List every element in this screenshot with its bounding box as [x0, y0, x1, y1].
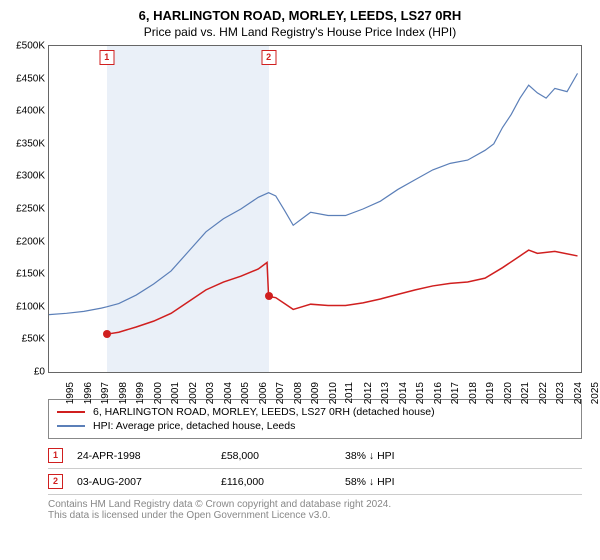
x-tick-label: 2022: [537, 382, 548, 404]
sale-marker-dot: [265, 292, 273, 300]
page-subtitle: Price paid vs. HM Land Registry's House …: [0, 23, 600, 45]
x-tick-label: 2000: [152, 382, 163, 404]
sales-table: 1 24-APR-1998 £58,000 38% ↓ HPI 2 03-AUG-2007…: [48, 443, 582, 495]
x-tick-label: 1997: [100, 382, 111, 404]
sale-row: 2 03-AUG-2007 £116,000 58% ↓ HPI: [48, 469, 582, 495]
x-tick-label: 2005: [240, 382, 251, 404]
sale-date: 03-AUG-2007: [77, 476, 207, 488]
y-tick-label: £50K: [1, 334, 45, 345]
sale-price: £116,000: [221, 476, 331, 488]
sale-marker-label: 1: [99, 50, 114, 65]
x-tick-label: 2012: [362, 382, 373, 404]
y-tick-label: £100K: [1, 301, 45, 312]
chart: £0£50K£100K£150K£200K£250K£300K£350K£400…: [48, 45, 582, 391]
x-tick-label: 2002: [187, 382, 198, 404]
sale-row: 1 24-APR-1998 £58,000 38% ↓ HPI: [48, 443, 582, 469]
x-tick-label: 2003: [205, 382, 216, 404]
x-tick-label: 2018: [467, 382, 478, 404]
x-tick-label: 2023: [555, 382, 566, 404]
series-line: [107, 250, 578, 334]
legend-swatch: [57, 425, 85, 427]
x-tick-label: 2011: [344, 382, 355, 404]
y-tick-label: £350K: [1, 138, 45, 149]
x-tick-label: 2025: [590, 382, 600, 404]
footer: Contains HM Land Registry data © Crown c…: [48, 499, 582, 521]
y-tick-label: £250K: [1, 204, 45, 215]
sale-pct: 58% ↓ HPI: [345, 476, 455, 488]
x-tick-label: 2019: [485, 382, 496, 404]
x-tick-label: 2010: [327, 382, 338, 404]
x-tick-label: 2004: [222, 382, 233, 404]
sale-row-marker: 2: [48, 474, 63, 489]
x-tick-label: 2016: [432, 382, 443, 404]
x-tick-label: 2015: [415, 382, 426, 404]
x-tick-label: 2020: [502, 382, 513, 404]
x-tick-label: 1995: [65, 382, 76, 404]
series-line: [49, 73, 578, 314]
x-tick-label: 2014: [397, 382, 408, 404]
sale-row-marker: 1: [48, 448, 63, 463]
y-tick-label: £0: [1, 367, 45, 378]
legend-label: HPI: Average price, detached house, Leed…: [93, 420, 295, 432]
legend-label: 6, HARLINGTON ROAD, MORLEY, LEEDS, LS27 …: [93, 406, 435, 418]
x-tick-label: 2009: [310, 382, 321, 404]
x-tick-label: 2007: [275, 382, 286, 404]
y-tick-label: £300K: [1, 171, 45, 182]
legend-row: 6, HARLINGTON ROAD, MORLEY, LEEDS, LS27 …: [57, 405, 573, 419]
x-tick-label: 2001: [170, 382, 181, 404]
x-tick-label: 2024: [572, 382, 583, 404]
footer-line-1: Contains HM Land Registry data © Crown c…: [48, 499, 582, 510]
x-tick-label: 1998: [117, 382, 128, 404]
footer-line-2: This data is licensed under the Open Gov…: [48, 510, 582, 521]
x-tick-label: 2017: [450, 382, 461, 404]
plot-area: £0£50K£100K£150K£200K£250K£300K£350K£400…: [48, 45, 582, 373]
legend-row: HPI: Average price, detached house, Leed…: [57, 419, 573, 433]
x-tick-label: 2021: [520, 382, 531, 404]
x-tick-label: 1996: [82, 382, 93, 404]
x-tick-label: 2008: [292, 382, 303, 404]
legend: 6, HARLINGTON ROAD, MORLEY, LEEDS, LS27 …: [48, 399, 582, 439]
sale-marker-dot: [103, 330, 111, 338]
legend-swatch: [57, 411, 85, 413]
y-tick-label: £400K: [1, 106, 45, 117]
sale-price: £58,000: [221, 450, 331, 462]
y-tick-label: £150K: [1, 269, 45, 280]
sale-date: 24-APR-1998: [77, 450, 207, 462]
y-tick-label: £200K: [1, 236, 45, 247]
sale-pct: 38% ↓ HPI: [345, 450, 455, 462]
chart-lines: [49, 46, 581, 372]
sale-marker-label: 2: [261, 50, 276, 65]
x-tick-label: 2006: [257, 382, 268, 404]
y-tick-label: £500K: [1, 41, 45, 52]
y-tick-label: £450K: [1, 73, 45, 84]
x-tick-label: 2013: [380, 382, 391, 404]
page-title: 6, HARLINGTON ROAD, MORLEY, LEEDS, LS27 …: [0, 0, 600, 23]
x-tick-label: 1999: [135, 382, 146, 404]
